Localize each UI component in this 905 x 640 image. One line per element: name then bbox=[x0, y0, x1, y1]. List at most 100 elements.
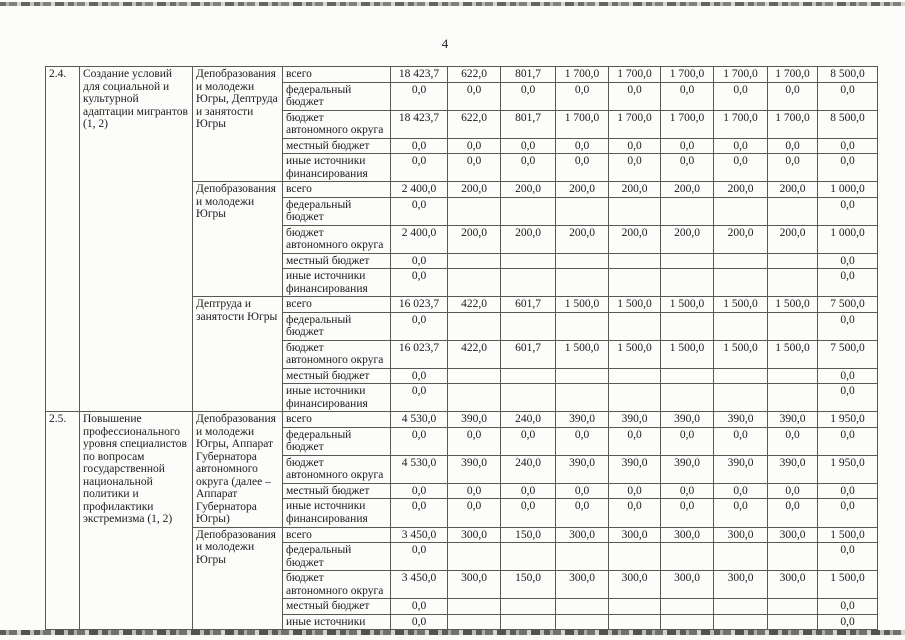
value-cell: 18 423,7 bbox=[390, 66, 448, 83]
table-row: иные источники финансирования 0,0 0,0 bbox=[46, 383, 878, 412]
value-cell bbox=[608, 383, 661, 412]
budget-type-cell: бюджет автономного округа bbox=[282, 339, 391, 369]
value-cell: 200,0 bbox=[660, 181, 714, 198]
value-cell: 390,0 bbox=[767, 454, 818, 484]
value-cell: 0,0 bbox=[713, 153, 768, 182]
budget-type-cell: бюджет автономного округа bbox=[282, 109, 391, 139]
value-cell: 0,0 bbox=[660, 482, 714, 500]
value-cell bbox=[608, 196, 661, 226]
value-cell: 0,0 bbox=[500, 81, 556, 111]
value-cell: 240,0 bbox=[500, 454, 556, 484]
value-cell: 0,0 bbox=[608, 426, 661, 456]
table-row: 2.5. Повышение профессионального уровня с… bbox=[45, 411, 878, 630]
value-cell bbox=[713, 383, 768, 412]
value-cell: 300,0 bbox=[713, 570, 768, 599]
value-cell: 390,0 bbox=[660, 454, 714, 484]
value-cell bbox=[767, 268, 818, 297]
budget-type-cell: иные источники финансирования bbox=[282, 383, 391, 412]
value-cell: 390,0 bbox=[555, 411, 609, 428]
value-cell: 1 500,0 bbox=[555, 296, 609, 313]
value-cell: 1 700,0 bbox=[660, 66, 714, 83]
section-number-cell: 2.5. bbox=[45, 411, 80, 630]
value-cell bbox=[608, 598, 661, 615]
value-cell: 0,0 bbox=[713, 426, 768, 456]
value-cell: 0,0 bbox=[390, 153, 448, 182]
value-cell bbox=[767, 542, 818, 571]
value-cell: 0,0 bbox=[817, 196, 878, 226]
budget-type-cell: иные источники bbox=[282, 613, 391, 630]
table-row: иные источники финансирования 0,0 0,0 bbox=[46, 268, 878, 297]
value-cell: 0,0 bbox=[608, 153, 661, 182]
value-cell bbox=[713, 367, 768, 384]
value-cell bbox=[555, 367, 609, 384]
value-cell bbox=[555, 542, 609, 571]
value-cell: 300,0 bbox=[555, 570, 609, 599]
table-row: 2.4. Создание условий для социальной и ку… bbox=[45, 66, 878, 412]
value-cell: 300,0 bbox=[713, 526, 768, 543]
value-cell: 0,0 bbox=[447, 153, 501, 182]
value-cell bbox=[660, 268, 714, 297]
value-cell: 0,0 bbox=[767, 137, 818, 154]
value-cell bbox=[555, 268, 609, 297]
value-cell bbox=[500, 383, 556, 412]
value-cell: 0,0 bbox=[447, 426, 501, 456]
budget-type-cell: бюджет автономного округа bbox=[282, 570, 391, 599]
value-cell: 150,0 bbox=[500, 570, 556, 599]
value-cell: 150,0 bbox=[500, 526, 556, 543]
value-cell bbox=[660, 367, 714, 384]
value-cell bbox=[767, 613, 818, 630]
value-cell: 0,0 bbox=[817, 311, 878, 341]
value-cell: 300,0 bbox=[660, 526, 714, 543]
value-cell: 0,0 bbox=[447, 137, 501, 154]
value-cell bbox=[500, 598, 556, 615]
value-cell bbox=[660, 383, 714, 412]
value-cell bbox=[500, 196, 556, 226]
value-cell: 0,0 bbox=[390, 311, 448, 341]
value-cell: 8 500,0 bbox=[817, 109, 878, 139]
table-row: иные источники финансирования 0,0 0,0 0,0 0,… bbox=[46, 498, 878, 528]
budget-type-cell: всего bbox=[282, 526, 391, 543]
value-cell bbox=[555, 252, 609, 269]
value-cell: 390,0 bbox=[608, 454, 661, 484]
value-cell bbox=[713, 542, 768, 571]
value-cell: 390,0 bbox=[447, 454, 501, 484]
value-cell: 200,0 bbox=[713, 224, 768, 254]
executor-cell: Депобразования и молодежи Югры bbox=[192, 526, 283, 630]
table-row: иные источники 0,0 0,0 bbox=[46, 613, 878, 630]
executor-cell: Депобразования и молодежи Югры, Аппарат … bbox=[192, 411, 283, 528]
executor-cell: Депобразования и молодежи Югры, Дептруда… bbox=[192, 66, 283, 182]
value-cell: 1 500,0 bbox=[608, 339, 661, 369]
value-cell: 1 700,0 bbox=[767, 109, 818, 139]
budget-type-cell: бюджет автономного округа bbox=[282, 454, 391, 484]
value-cell: 0,0 bbox=[713, 498, 768, 528]
value-cell: 0,0 bbox=[390, 196, 448, 226]
value-cell: 300,0 bbox=[447, 526, 501, 543]
table-row: иные источники финансирования 0,0 0,0 0,0 0,… bbox=[46, 153, 878, 182]
value-cell: 0,0 bbox=[713, 137, 768, 154]
value-cell: 200,0 bbox=[500, 224, 556, 254]
value-cell: 0,0 bbox=[555, 482, 609, 500]
value-cell: 7 500,0 bbox=[817, 296, 878, 313]
budget-type-cell: всего bbox=[282, 296, 391, 313]
table-row: бюджет автономного округа 18 423,7 622,0 80… bbox=[46, 109, 878, 139]
value-cell: 16 023,7 bbox=[390, 339, 448, 369]
value-cell: 2 400,0 bbox=[390, 181, 448, 198]
value-cell: 3 450,0 bbox=[390, 570, 448, 599]
value-cell: 1 700,0 bbox=[555, 66, 609, 83]
value-cell: 300,0 bbox=[767, 526, 818, 543]
value-cell bbox=[555, 196, 609, 226]
value-cell bbox=[447, 613, 501, 630]
value-cell: 422,0 bbox=[447, 296, 501, 313]
table-row: бюджет автономного округа 3 450,0 300,0 150… bbox=[46, 570, 878, 599]
page-number: 4 bbox=[441, 36, 449, 51]
value-cell bbox=[500, 311, 556, 341]
value-cell bbox=[608, 613, 661, 630]
budget-type-cell: иные источники финансирования bbox=[282, 268, 391, 297]
value-cell: 390,0 bbox=[608, 411, 661, 428]
value-cell: 390,0 bbox=[447, 411, 501, 428]
value-cell: 0,0 bbox=[390, 482, 448, 500]
value-cell: 0,0 bbox=[767, 482, 818, 500]
value-cell: 200,0 bbox=[713, 181, 768, 198]
budget-type-cell: местный бюджет bbox=[282, 598, 391, 615]
value-cell: 1 700,0 bbox=[713, 109, 768, 139]
